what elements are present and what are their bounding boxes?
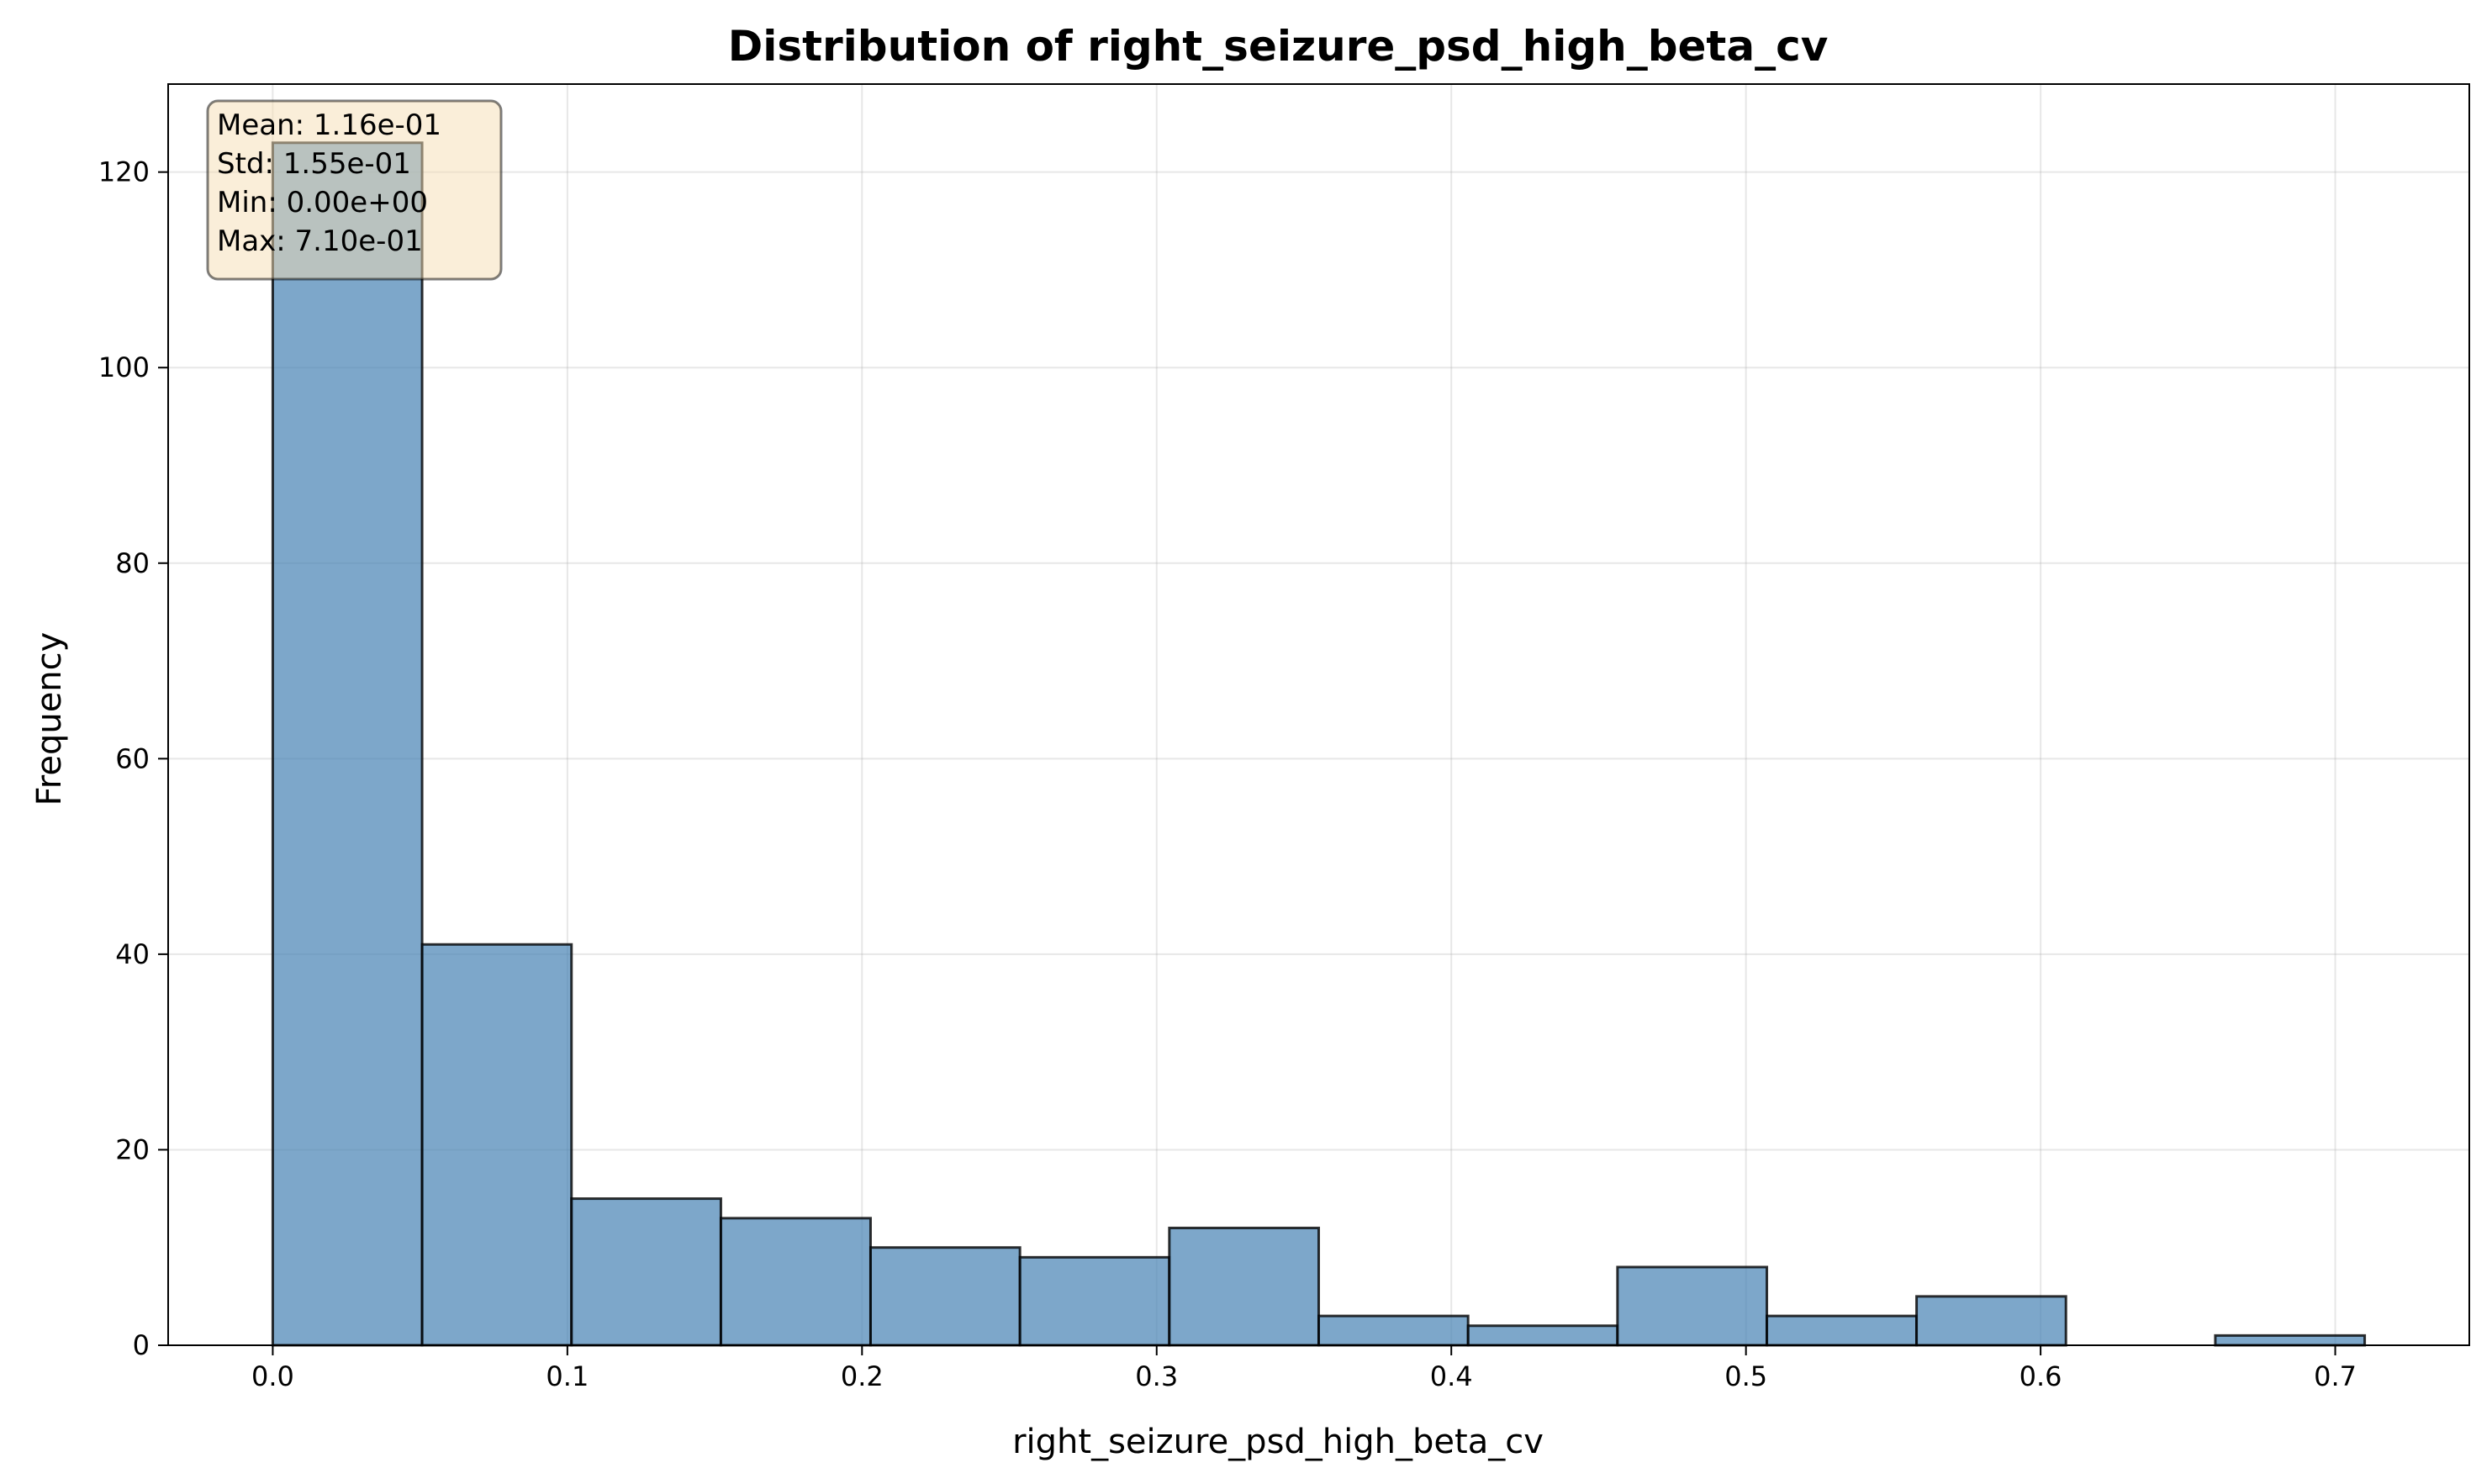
- y-tick-label: 100: [98, 351, 150, 383]
- histogram-bar: [1466, 1324, 1619, 1347]
- x-tick-label: 0.0: [251, 1360, 294, 1392]
- bars: [271, 141, 2367, 1347]
- histogram-bar: [2214, 1333, 2367, 1347]
- x-tick-label: 0.1: [546, 1360, 589, 1392]
- histogram-bar: [1018, 1255, 1171, 1347]
- stats-box-background: [206, 99, 503, 281]
- histogram-bar: [869, 1246, 1022, 1347]
- y-tick-label: 60: [115, 742, 150, 774]
- y-axis-label: Frequency: [30, 632, 69, 806]
- histogram-bar: [1915, 1295, 2067, 1347]
- histogram-bar: [1168, 1226, 1320, 1347]
- stats-std: Std: 1.55e-01: [217, 147, 411, 181]
- stats-max: Max: 7.10e-01: [217, 224, 423, 258]
- histogram-bar: [1766, 1314, 1919, 1347]
- x-tick-label: 0.4: [1430, 1360, 1473, 1392]
- y-tick-label: 120: [98, 156, 150, 188]
- x-axis-ticks: 0.0 0.1 0.2 0.3 0.4 0.5 0.6 0.7: [251, 1345, 2357, 1392]
- x-tick-label: 0.5: [1724, 1360, 1767, 1392]
- x-axis-label: right_seizure_psd_high_beta_cv: [1012, 1423, 1544, 1461]
- x-tick-label: 0.6: [2019, 1360, 2062, 1392]
- y-axis-ticks: 0 20 40 60 80 100 120: [98, 156, 168, 1361]
- histogram-bar: [570, 1197, 722, 1347]
- histogram-bar: [1616, 1265, 1769, 1347]
- plot-frame: [167, 83, 2470, 1346]
- stats-box: Mean: 1.16e-01 Std: 1.55e-01 Min: 0.00e+…: [206, 99, 503, 281]
- x-tick-label: 0.3: [1135, 1360, 1178, 1392]
- x-tick-label: 0.2: [841, 1360, 884, 1392]
- y-tick-label: 40: [115, 938, 150, 970]
- stats-mean: Mean: 1.16e-01: [217, 108, 441, 142]
- stats-min: Min: 0.00e+00: [217, 186, 428, 219]
- x-tick-label: 0.7: [2314, 1360, 2357, 1392]
- y-tick-label: 0: [133, 1329, 150, 1361]
- histogram-bar: [719, 1217, 872, 1347]
- chart-title: Distribution of right_seizure_psd_high_b…: [728, 22, 1829, 71]
- histogram-bar: [271, 141, 424, 1347]
- y-tick-label: 20: [115, 1133, 150, 1165]
- histogram-bar: [1317, 1314, 1470, 1347]
- y-tick-label: 80: [115, 547, 150, 579]
- histogram-bar: [420, 943, 573, 1347]
